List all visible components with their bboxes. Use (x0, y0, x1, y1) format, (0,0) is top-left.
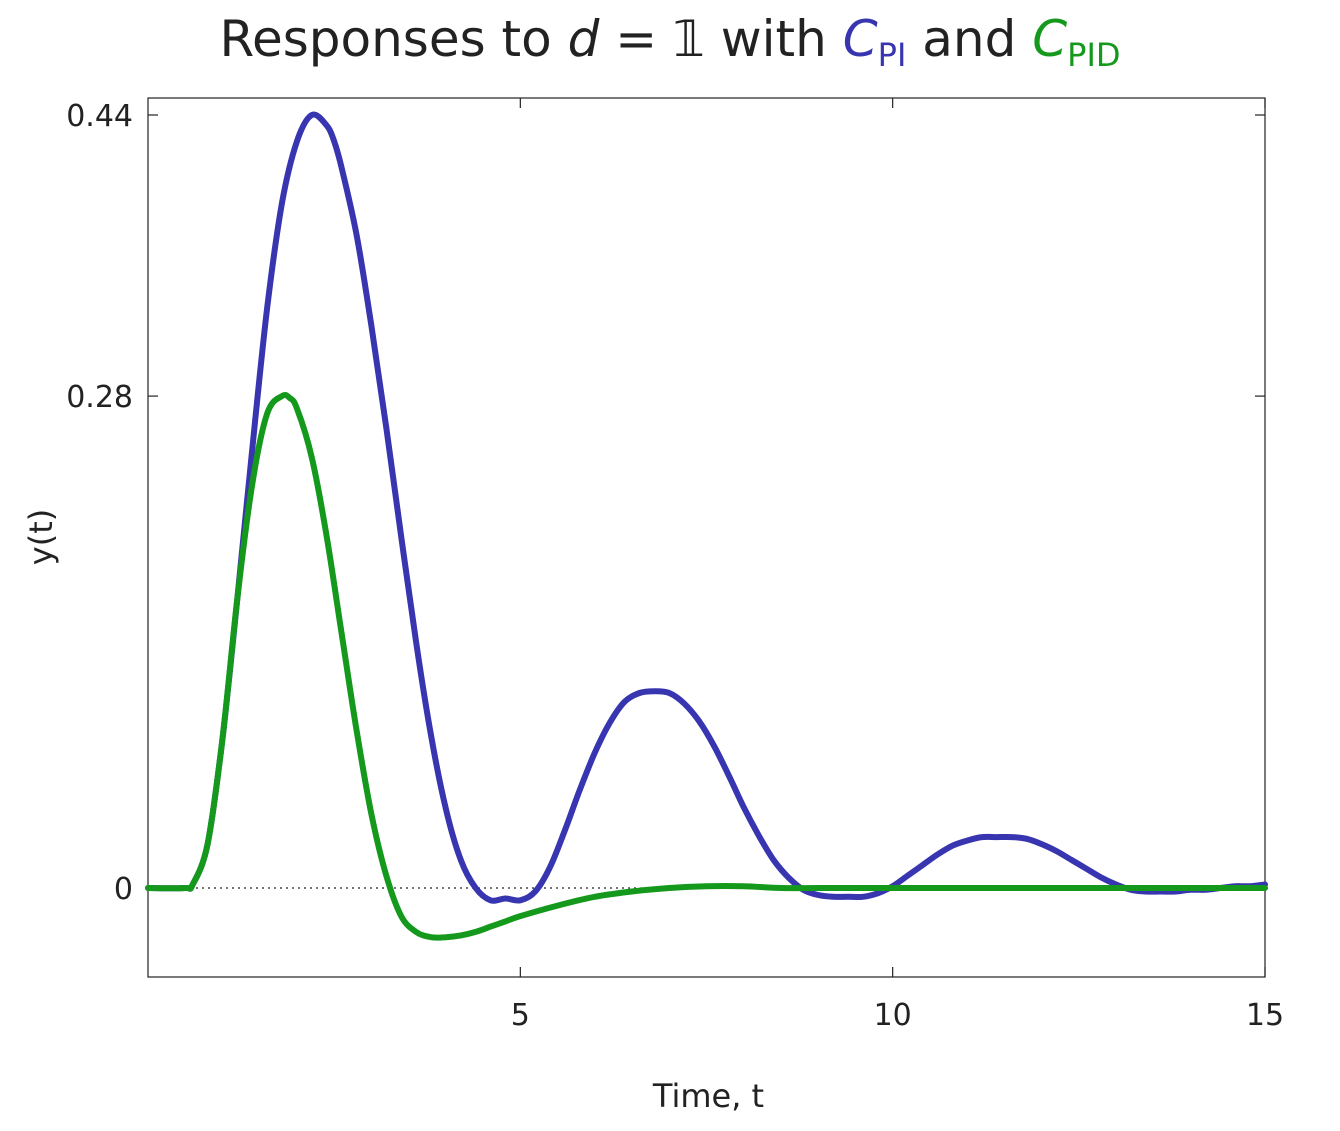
title-cpid-symbol: C (1032, 10, 1068, 68)
title-cpi: CPI (842, 10, 907, 74)
title-var-d: d (567, 10, 600, 68)
y-tick-label: 0.44 (66, 99, 133, 134)
title-cpid: CPID (1032, 10, 1120, 74)
title-cpi-symbol: C (842, 10, 878, 68)
y-tick-label: 0.28 (66, 380, 133, 415)
chart-title: Responses to d = 𝟙 with CPI and CPID (0, 10, 1340, 74)
y-tick-label: 0 (114, 872, 133, 907)
x-tick-label: 15 (1246, 998, 1284, 1033)
title-cpi-sub: PI (877, 36, 907, 74)
title-prefix: Responses to (219, 10, 568, 68)
title-and: and (906, 10, 1033, 68)
plot-frame (147, 97, 1266, 978)
series-line-c-pi (145, 111, 1268, 904)
y-axis-label: y(t) (22, 509, 60, 565)
title-cpid-sub: PID (1067, 36, 1121, 74)
x-tick-label: 5 (511, 998, 530, 1033)
title-equals: = 𝟙 with (599, 10, 843, 68)
x-axis-label: Time, t (652, 1077, 764, 1115)
series-line-c-pid (145, 391, 1268, 941)
x-tick-label: 10 (874, 998, 912, 1033)
